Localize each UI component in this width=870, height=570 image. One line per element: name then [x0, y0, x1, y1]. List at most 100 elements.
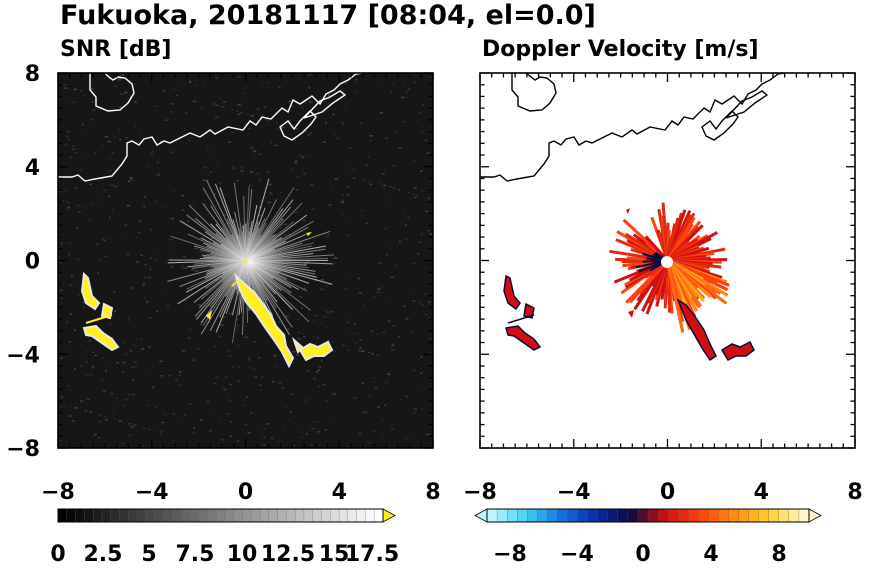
noise-speck: [328, 94, 331, 96]
noise-speck: [94, 354, 98, 357]
noise-speck: [413, 196, 417, 199]
noise-speck: [172, 413, 175, 415]
colorbar-segment: [537, 508, 548, 523]
noise-speck: [344, 287, 348, 290]
noise-speck: [420, 372, 423, 375]
noise-speck: [425, 267, 428, 269]
noise-speck: [74, 368, 76, 370]
noise-speck: [317, 431, 321, 433]
colorbar-segment: [66, 508, 77, 523]
snr-y-tick-label: 4: [25, 156, 40, 181]
noise-speck: [351, 402, 354, 404]
noise-speck: [104, 418, 109, 421]
noise-speck: [109, 216, 112, 219]
noise-speck: [294, 211, 298, 214]
noise-speck: [198, 304, 202, 306]
noise-speck: [86, 403, 89, 405]
noise-speck: [285, 320, 288, 323]
noise-speck: [126, 319, 130, 322]
noise-speck: [153, 110, 157, 112]
noise-speck: [244, 310, 247, 313]
noise-speck: [398, 146, 402, 149]
noise-speck: [223, 101, 226, 103]
noise-speck: [279, 191, 282, 193]
noise-speck: [84, 374, 89, 376]
noise-speck: [376, 354, 380, 357]
noise-speck: [303, 172, 306, 175]
noise-speck: [237, 113, 241, 116]
noise-speck: [172, 439, 175, 441]
noise-speck: [130, 366, 134, 368]
colorbar-segment: [224, 508, 235, 523]
noise-speck: [188, 79, 192, 82]
noise-speck: [403, 120, 407, 123]
noise-speck: [407, 216, 410, 218]
noise-speck: [333, 255, 336, 258]
noise-speck: [167, 119, 170, 121]
noise-speck: [93, 433, 97, 436]
noise-speck: [236, 344, 240, 347]
noise-speck: [371, 353, 374, 355]
noise-speck: [376, 291, 380, 294]
noise-speck: [283, 73, 287, 75]
noise-speck: [157, 161, 159, 164]
noise-speck: [373, 296, 377, 299]
noise-speck: [259, 389, 262, 391]
colorbar-segment: [758, 508, 770, 523]
noise-speck: [135, 338, 137, 341]
noise-speck: [150, 229, 154, 232]
noise-speck: [273, 354, 277, 357]
noise-speck: [119, 106, 122, 108]
noise-speck: [358, 227, 361, 230]
noise-speck: [129, 177, 134, 179]
noise-speck: [63, 165, 66, 167]
noise-speck: [118, 77, 122, 79]
noise-speck: [401, 390, 404, 393]
noise-speck: [280, 123, 284, 126]
noise-speck: [281, 126, 285, 129]
noise-speck: [351, 167, 355, 170]
noise-speck: [295, 189, 298, 191]
noise-speck: [410, 330, 414, 333]
noise-speck: [322, 383, 325, 386]
noise-speck: [296, 354, 299, 356]
noise-speck: [378, 167, 381, 169]
noise-speck: [230, 159, 233, 161]
noise-speck: [129, 350, 132, 352]
noise-speck: [192, 215, 197, 217]
noise-speck: [67, 130, 71, 133]
noise-speck: [424, 441, 427, 444]
colorbar-segment: [154, 508, 164, 523]
noise-speck: [413, 159, 416, 161]
noise-speck: [236, 328, 239, 331]
doppler-coastline: [480, 73, 785, 182]
noise-speck: [238, 76, 242, 79]
noise-speck: [159, 433, 162, 435]
noise-speck: [412, 262, 415, 265]
noise-speck: [427, 317, 431, 319]
noise-speck: [368, 180, 372, 182]
noise-speck: [302, 219, 306, 222]
snr-colorbar-label: 17.5: [345, 542, 399, 567]
noise-speck: [108, 237, 112, 240]
noise-speck: [418, 301, 421, 303]
noise-speck: [261, 376, 264, 378]
noise-speck: [164, 119, 168, 121]
noise-speck: [90, 118, 93, 121]
noise-speck: [130, 426, 135, 428]
noise-speck: [308, 87, 311, 89]
noise-speck: [381, 173, 385, 175]
noise-speck: [237, 104, 241, 106]
noise-speck: [358, 350, 361, 352]
noise-speck: [383, 228, 387, 230]
noise-speck: [185, 112, 188, 114]
noise-speck: [147, 404, 150, 407]
noise-speck: [116, 297, 118, 299]
noise-speck: [282, 425, 287, 428]
noise-speck: [120, 93, 124, 96]
noise-speck: [71, 276, 75, 278]
noise-speck: [291, 168, 294, 170]
noise-speck: [314, 214, 317, 217]
noise-speck: [215, 116, 218, 118]
noise-speck: [126, 253, 130, 255]
